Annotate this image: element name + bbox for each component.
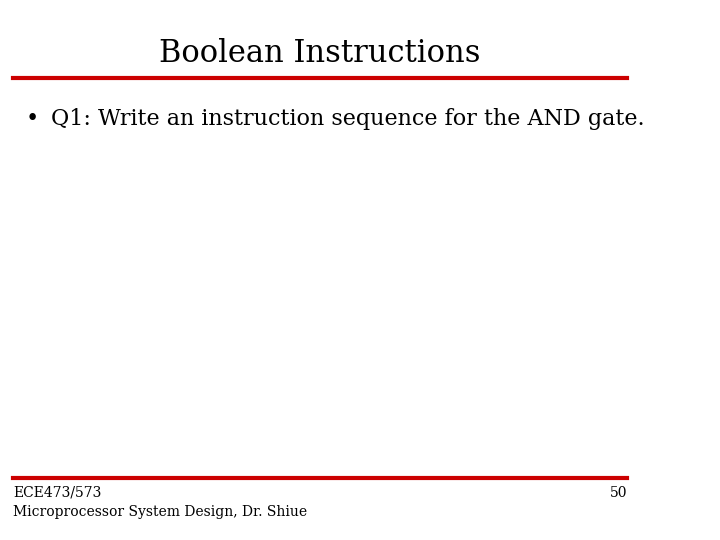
Text: 50: 50 (609, 486, 627, 500)
Text: •: • (26, 108, 39, 130)
Text: Q1: Write an instruction sequence for the AND gate.: Q1: Write an instruction sequence for th… (51, 108, 645, 130)
Text: Microprocessor System Design, Dr. Shiue: Microprocessor System Design, Dr. Shiue (13, 505, 307, 519)
Text: Boolean Instructions: Boolean Instructions (159, 38, 481, 69)
Text: ECE473/573: ECE473/573 (13, 486, 102, 500)
